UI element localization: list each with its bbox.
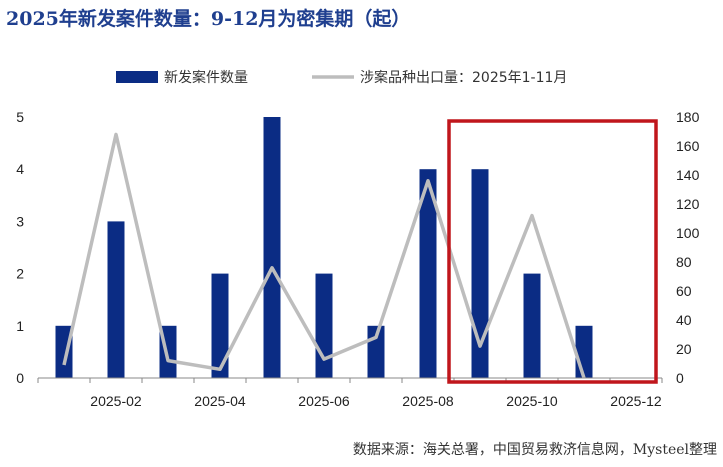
y-left-tick-label: 1: [16, 318, 24, 334]
highlight-rect: [447, 119, 658, 384]
y-left-tick-label: 4: [16, 161, 24, 177]
y-right-tick-label: 60: [676, 283, 692, 299]
y-left-tick-label: 5: [16, 109, 24, 125]
y-right-tick-label: 40: [676, 312, 692, 328]
y-left-tick-label: 3: [16, 213, 24, 229]
line-series: [62, 132, 586, 379]
bar-mark: [263, 117, 281, 378]
line-mark: [62, 132, 586, 379]
y-right-tick-label: 160: [676, 138, 700, 154]
highlight-box: [447, 119, 658, 384]
x-tick-label: 2025-06: [298, 393, 350, 409]
x-tick-label: 2025-10: [506, 393, 558, 409]
chart-title: 2025年新发案件数量：9-12月为密集期（起）: [6, 8, 411, 30]
bar-mark: [523, 273, 541, 378]
legend-label-bar: 新发案件数量: [164, 69, 248, 86]
x-tick-label: 2025-08: [402, 393, 454, 409]
bar-mark: [107, 221, 125, 378]
bar-mark: [315, 273, 333, 378]
x-tick-label: 2025-02: [90, 393, 142, 409]
bar-mark: [211, 273, 229, 378]
y-right-tick-label: 80: [676, 254, 692, 270]
y-left-tick-label: 0: [16, 370, 24, 386]
bar-mark: [471, 169, 489, 378]
legend: 新发案件数量 涉案品种出口量：2025年1-11月: [116, 69, 567, 86]
x-tick-label: 2025-12: [610, 393, 662, 409]
y-right-tick-label: 120: [676, 196, 700, 212]
bar-mark: [575, 325, 593, 378]
x-tick-label: 2025-04: [194, 393, 246, 409]
bar-series: [55, 117, 593, 378]
y-left-tick-label: 2: [16, 266, 24, 282]
y-right-tick-label: 180: [676, 109, 700, 125]
y-right-tick-label: 100: [676, 225, 700, 241]
source-note: 数据来源：海关总署，中国贸易救济信息网，Mysteel整理: [352, 442, 717, 458]
legend-label-line: 涉案品种出口量：2025年1-11月: [360, 69, 567, 86]
axes: 2025-02 2025-04 2025-06 2025-08 2025-10 2025-…: [16, 109, 699, 409]
y-right-tick-label: 20: [676, 341, 692, 357]
legend-swatch-bar: [116, 71, 158, 83]
y-right-tick-label: 0: [676, 370, 684, 386]
y-right-tick-label: 140: [676, 167, 700, 183]
bar-mark: [419, 169, 437, 378]
